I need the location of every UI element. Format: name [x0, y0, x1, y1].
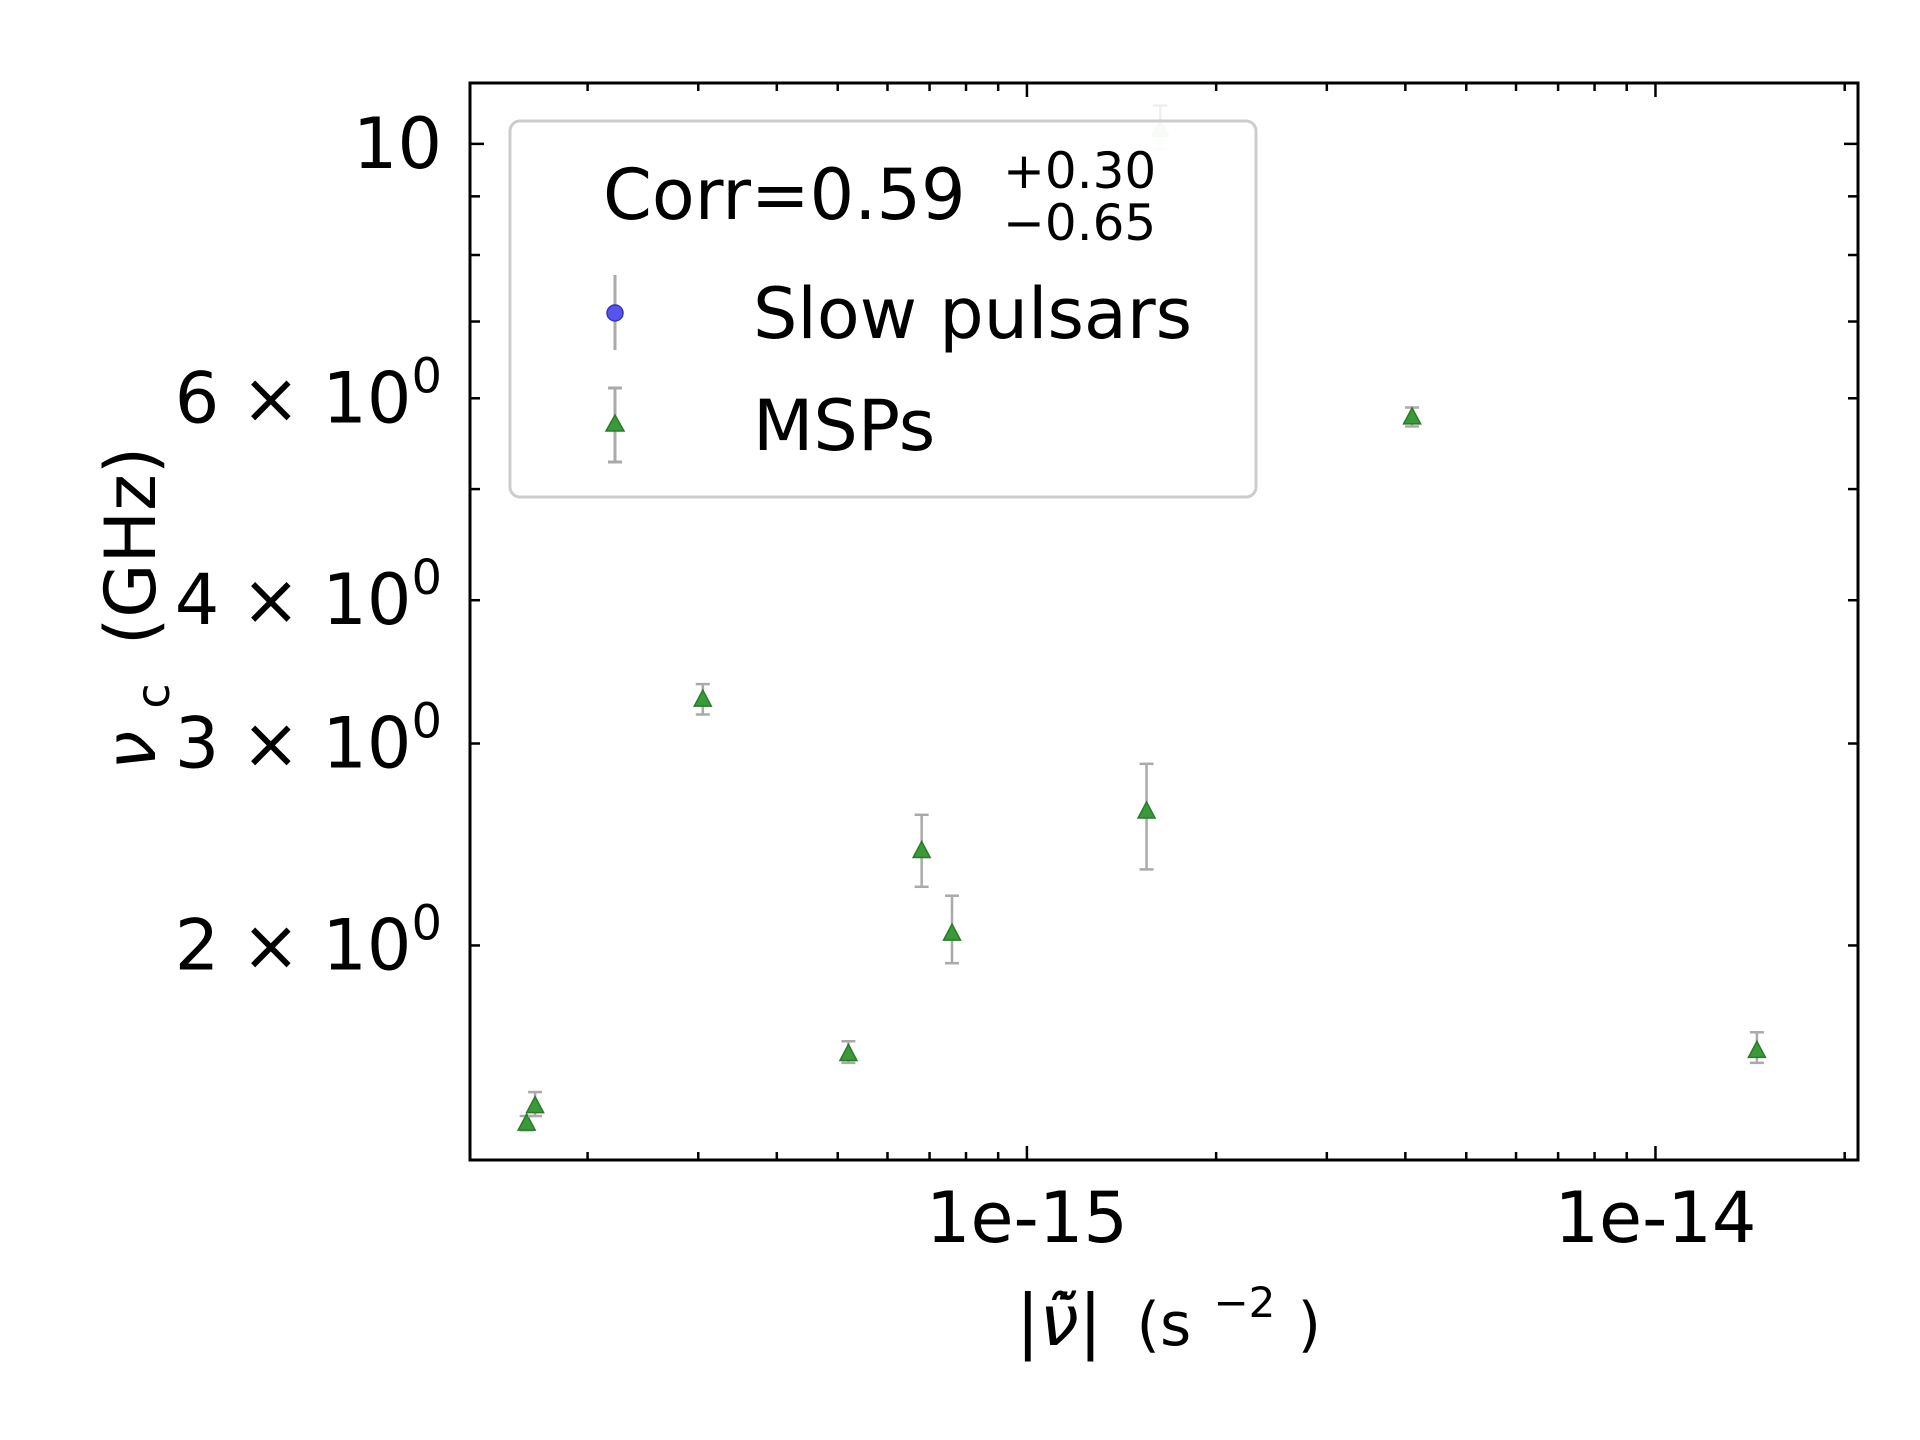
msp-marker: [911, 839, 932, 859]
legend-title-sub: −0.65: [1003, 194, 1156, 252]
data-point: [1402, 406, 1422, 428]
legend-label-slow-pulsars: Slow pulsars: [753, 273, 1192, 355]
data-point: [911, 813, 932, 889]
svg-text:ν c (GHz): ν c (GHz): [90, 447, 186, 770]
y-axis-title: ν c (GHz): [90, 447, 186, 770]
msp-marker: [1402, 406, 1422, 425]
axis-ticks: [470, 83, 1858, 1160]
y-tick-label: 4 × 100: [175, 550, 442, 641]
data-point: [1136, 762, 1157, 871]
msp-marker: [693, 688, 713, 707]
y-tick-label: 6 × 100: [175, 348, 442, 439]
legend-label-msps: MSPs: [753, 385, 935, 467]
msp-marker: [525, 1095, 545, 1114]
legend-title-sup: +0.30: [1003, 142, 1156, 200]
x-axis-symbol: |ν̃̇|: [1016, 1280, 1102, 1362]
msp-marker: [942, 922, 962, 941]
data-point: [525, 1090, 545, 1118]
x-tick-labels: 1e-15 1e-14: [926, 1177, 1756, 1259]
y-axis-sub: c: [126, 683, 180, 708]
legend-msp-marker: [604, 413, 626, 432]
legend-title-base: Corr=0.59: [603, 154, 966, 236]
msp-marker: [1747, 1039, 1767, 1059]
y-tick-label: 3 × 100: [175, 694, 442, 785]
plot-frame: [468, 81, 1860, 1162]
x-axis-unit-exp: −2: [1213, 1278, 1275, 1327]
data-point: [942, 894, 962, 965]
data-point: [516, 1112, 537, 1132]
x-axis-title: |ν̃̇| (s −2 ): [1016, 1252, 1321, 1362]
msp-marker: [516, 1112, 537, 1131]
x-tick-label: 1e-14: [1555, 1177, 1757, 1259]
y-axis-symbol: ν: [90, 731, 172, 770]
legend: Corr=0.59 +0.30 −0.65 Slow pulsars MSPs: [508, 119, 1258, 499]
legend-slow-marker: [606, 304, 624, 322]
y-tick-labels: 10 6 × 100 4 × 100 3 × 100 2 × 100: [175, 103, 442, 987]
x-axis-unit: (s: [1137, 1290, 1192, 1360]
svg-text:|ν̃̇| (s −2: |ν̃̇| (s −2 ): [1016, 1252, 1321, 1362]
data-point: [838, 1040, 859, 1065]
msp-marker: [1136, 800, 1157, 819]
x-tick-label: 1e-15: [926, 1177, 1128, 1259]
msp-marker: [838, 1042, 859, 1062]
x-axis-unit-close: ): [1298, 1290, 1321, 1360]
data-point: [1747, 1031, 1767, 1065]
y-tick-label: 10: [353, 103, 442, 185]
legend-box: [508, 119, 1258, 499]
y-tick-label: 2 × 100: [175, 895, 442, 986]
legend-title: Corr=0.59: [603, 154, 966, 236]
data-point: [693, 682, 713, 716]
y-axis-unit: (GHz): [90, 447, 172, 645]
